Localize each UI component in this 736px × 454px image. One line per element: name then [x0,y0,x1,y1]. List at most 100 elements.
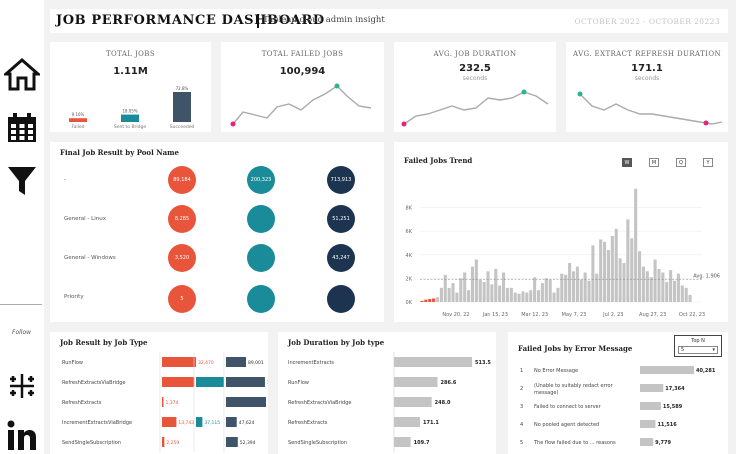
duration-bar [394,377,438,387]
trend-bar [587,280,591,302]
error-bar [640,384,664,392]
pool-success-circle[interactable]: 51,251 [327,205,355,233]
error-value-label: 17,364 [665,386,685,392]
error-rank-label: 3 [520,404,523,410]
trend-bar [474,259,478,302]
trend-y-tick: 4K [406,253,413,259]
total-jobs-bar [69,118,87,122]
period-week-button[interactable]: W [622,158,632,167]
error-bar [640,402,661,410]
error-message-label: Failed to connect to server [534,404,602,410]
jobtype-value-label: 89,001 [248,360,264,366]
duration-value-label: 248.0 [435,400,451,406]
trend-bar [630,238,634,302]
trend-bar [478,279,482,302]
total-jobs-bars: 9.16% Failed 18.05% Sent to Bridge 72.8% Succ… [69,86,194,130]
pool-title: Final Job Result by Pool Name [60,148,179,157]
trend-bar [638,251,642,302]
failed-jobs-card: TOTAL FAILED JOBS 100,994 [221,42,384,132]
trend-bar [424,299,428,302]
trend-bar [595,273,599,302]
pool-bridge-circle[interactable] [247,205,275,233]
trend-bar [614,228,618,302]
jobtype-bar [226,437,238,447]
error-rank-label: 4 [520,422,523,428]
sidebar: Follow [0,0,44,454]
trend-average-label: Avg. 1,906 [693,274,720,280]
trend-bar [556,287,560,302]
jobtype-bar [162,417,177,427]
trend-bar [439,287,443,302]
period-year-button[interactable]: Y [703,158,713,167]
trend-bar [599,239,603,302]
jobtype-value-label: 47,624 [239,420,255,426]
topn-value: 5 [681,347,685,353]
pool-failed-circle[interactable]: 3,520 [168,244,196,272]
pool-bridge-circle[interactable] [247,285,275,313]
pool-failed-circle[interactable]: 8,285 [168,205,196,233]
linkedin-icon[interactable] [4,418,40,454]
trend-bar [536,290,541,302]
jobtype-bar [226,357,247,367]
jobtype-value-label: 2,259 [166,440,179,446]
avg-extract-sparkline [577,91,723,126]
pool-bridge-circle[interactable]: 200,323 [247,166,275,194]
calendar-icon[interactable] [4,110,40,146]
pool-row-label: Priority [64,294,84,300]
pool-success-circle[interactable]: 43,247 [327,244,355,272]
duration-category-label: RefreshExtracts [288,420,328,426]
total-jobs-bar-label: Failed [71,124,84,130]
trend-y-tick: 6K [406,229,413,235]
jobtype-category-label: RunFlow [62,360,83,366]
trend-bar [645,271,649,302]
pool-failed-circle[interactable]: 89,184 [168,166,196,194]
jobtype-bar [196,417,203,427]
trend-bar [544,278,548,302]
trend-bar [571,271,576,302]
avg-extract-value: 171.1 [631,63,663,74]
topn-select[interactable]: 5 ▾ [678,346,718,354]
error-message-label: No Error Message [534,368,578,374]
total-jobs-bar-pct: 72.8% [176,86,189,91]
avg-duration-value: 232.5 [459,63,491,74]
filter-icon[interactable] [4,163,40,199]
duration-value-label: 171.1 [423,420,439,426]
trend-bar [435,297,440,302]
trend-bar [591,245,595,302]
errors-chart: 1 No Error Message 40,281 2 (Unable to suita… [520,366,716,446]
trend-bar [676,273,680,302]
jobtype-bar [162,357,196,367]
pool-success-circle[interactable] [327,285,355,313]
pool-success-circle[interactable]: 713,913 [327,166,355,194]
trend-bar [680,285,684,302]
trend-bar [513,292,517,302]
sparkline-max-point [521,89,527,95]
pool-failed-circle[interactable]: 5 [168,285,196,313]
failed-jobs-value: 100,994 [279,66,326,77]
trend-bar [486,271,490,302]
pool-bridge-circle[interactable] [247,244,275,272]
pool-card: Final Job Result by Pool Name - General … [50,142,384,322]
tableau-icon[interactable] [4,368,40,404]
trend-card: Failed Jobs Trend W M Q Y 0K 2K 4K 6K 8K Avg.… [394,142,728,322]
trend-bar [509,287,513,302]
failed-jobs-title: TOTAL FAILED JOBS [261,50,344,58]
avg-duration-sparkline [401,89,549,127]
trend-bar [428,299,432,302]
home-icon[interactable] [4,56,40,92]
trend-bar [568,263,572,302]
trend-bar [447,287,451,302]
period-month-button[interactable]: M [649,158,659,167]
jobtype-bar [196,377,224,387]
total-jobs-card: TOTAL JOBS 1.11M 9.16% Failed 18.05% Sent t… [50,42,211,132]
trend-bar [498,285,502,302]
trend-bar [467,290,471,302]
errors-title: Failed Jobs by Error Message [518,344,633,353]
error-value-label: 11,516 [657,422,677,428]
avg-extract-unit: seconds [634,75,660,82]
error-message-label: (Unable to suitably redact error [534,383,614,389]
avg-duration-title: AVG. JOB DURATION [433,50,517,58]
avg-duration-card: AVG. JOB DURATION 232.5 seconds [394,42,556,132]
error-rank-label: 5 [520,440,523,446]
period-quarter-button[interactable]: Q [676,158,686,167]
